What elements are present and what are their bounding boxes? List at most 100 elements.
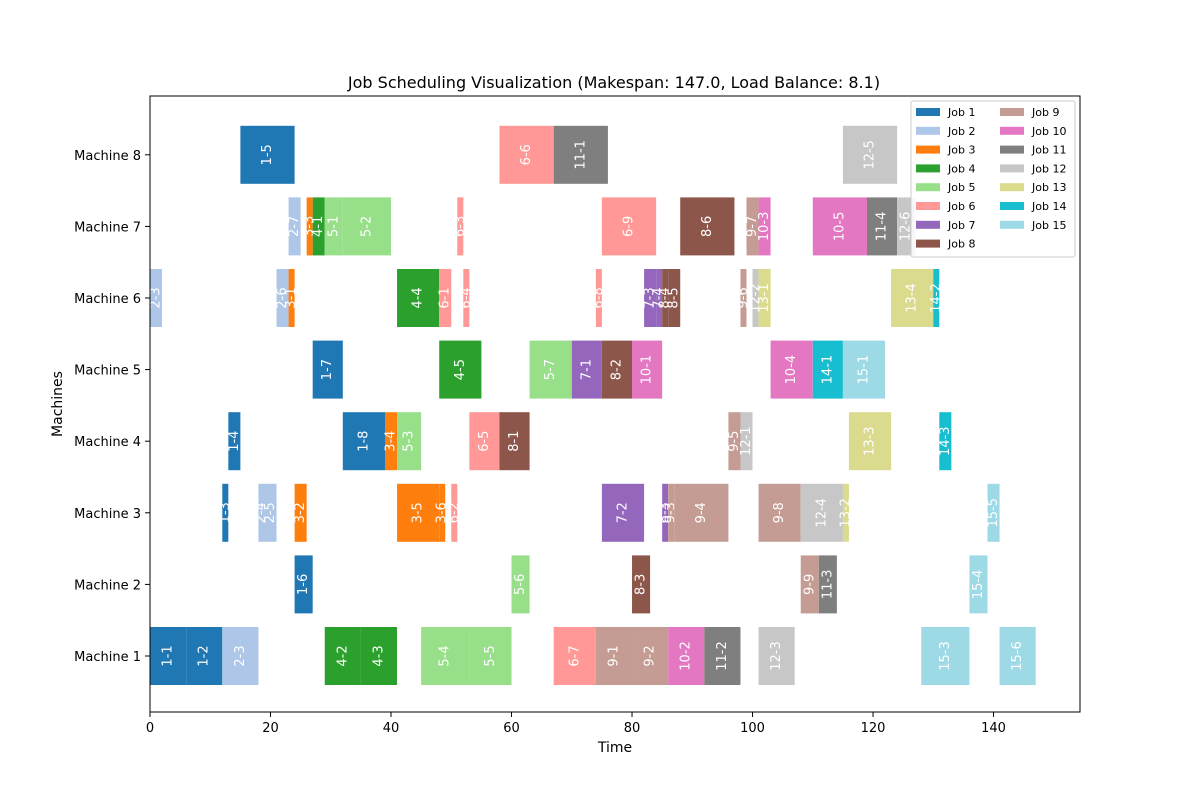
task-bar xyxy=(668,483,675,542)
x-tick-label: 100 xyxy=(740,721,765,736)
legend-entry: Job 4 xyxy=(947,162,975,175)
task-bar xyxy=(800,555,819,614)
task-bar xyxy=(553,125,608,184)
legend-entry: Job 12 xyxy=(1031,162,1066,175)
task-bar xyxy=(632,627,669,685)
legend-swatch xyxy=(1000,164,1024,173)
task-label: 6-2 xyxy=(447,502,462,523)
x-tick-label: 80 xyxy=(624,721,641,736)
legend-swatch xyxy=(916,164,940,173)
task-label: 6-7 xyxy=(567,645,582,666)
x-tick-label: 120 xyxy=(861,721,886,736)
task-bar xyxy=(312,197,325,256)
task-label: 7-3 xyxy=(643,287,658,308)
task-bar xyxy=(529,340,572,399)
task-bar xyxy=(812,340,843,399)
task-bar xyxy=(150,269,163,327)
task-bar xyxy=(499,412,530,471)
task-bar xyxy=(933,269,940,327)
task-label: 5-6 xyxy=(513,574,528,595)
task-bar xyxy=(740,269,747,327)
task-bar xyxy=(186,627,223,685)
legend-box xyxy=(910,100,1076,258)
task-label: 4-5 xyxy=(453,359,468,380)
task-bar xyxy=(553,627,596,685)
task-bars: 1-1 1-2 2-3 4-2 4-3 5-4 5-5 6-7 9-1 9-2 10-2 11-2 12… xyxy=(149,125,1036,685)
task-label: 6-5 xyxy=(477,431,492,452)
task-label: 13-4 xyxy=(905,283,920,313)
task-bar xyxy=(439,483,446,542)
x-tick-label: 140 xyxy=(981,721,1006,736)
task-bar xyxy=(451,483,458,542)
task-label: 6-6 xyxy=(519,144,534,165)
task-bar xyxy=(469,627,512,685)
task-bar xyxy=(939,412,952,471)
task-label: 14-2 xyxy=(929,283,944,313)
task-label: 9-6 xyxy=(736,287,751,308)
task-bar xyxy=(818,555,837,614)
task-bar xyxy=(421,627,470,685)
task-label: 2-3 xyxy=(233,645,248,666)
task-bar xyxy=(240,125,295,184)
task-bar xyxy=(288,197,301,256)
task-label: 14-3 xyxy=(938,426,953,456)
task-bar xyxy=(258,483,265,542)
x-tick-label: 20 xyxy=(262,721,279,736)
legend-entry: Job 11 xyxy=(1031,144,1066,157)
task-label: 5-4 xyxy=(438,645,453,666)
legend-swatch xyxy=(916,239,940,248)
task-bar xyxy=(746,197,759,256)
task-bar xyxy=(601,197,657,256)
task-label: 5-7 xyxy=(543,359,558,380)
task-bar xyxy=(969,555,988,614)
task-bar xyxy=(288,269,295,327)
y-tick-label: Machine 4 xyxy=(74,435,141,450)
task-label: 13-3 xyxy=(863,426,878,456)
task-bar xyxy=(662,483,669,542)
task-label: 14-1 xyxy=(820,355,835,385)
task-bar xyxy=(674,483,729,542)
task-bar xyxy=(222,627,259,685)
task-label: 1-2 xyxy=(197,645,212,666)
task-label: 10-1 xyxy=(640,355,655,385)
task-label: 2-5 xyxy=(263,502,278,523)
task-bar xyxy=(342,412,385,471)
legend-swatch xyxy=(1000,183,1024,192)
task-bar xyxy=(499,125,554,184)
task-bar xyxy=(294,483,307,542)
task-bar xyxy=(999,627,1036,685)
task-label: 7-2 xyxy=(615,502,630,523)
task-bar xyxy=(222,483,229,542)
legend-swatch xyxy=(1000,126,1024,135)
task-bar xyxy=(921,627,970,685)
task-bar xyxy=(306,197,313,256)
task-bar xyxy=(770,340,813,399)
task-label: 1-8 xyxy=(356,431,371,452)
legend-swatch xyxy=(1000,220,1024,229)
task-label: 12-6 xyxy=(899,212,914,242)
task-bar xyxy=(228,412,241,471)
task-bar xyxy=(150,627,187,685)
task-bar xyxy=(987,483,1000,542)
task-label: 1-6 xyxy=(296,574,311,595)
x-tick-label: 0 xyxy=(146,721,154,736)
task-label: 10-3 xyxy=(757,212,772,242)
legend-entry: Job 13 xyxy=(1031,181,1066,194)
task-label: 9-9 xyxy=(802,574,817,595)
task-bar xyxy=(294,555,313,614)
legend-swatch xyxy=(916,126,940,135)
task-label: 12-4 xyxy=(814,498,829,528)
task-label: 2-6 xyxy=(275,287,290,308)
legend-entry: Job 5 xyxy=(947,181,975,194)
task-bar xyxy=(601,340,633,399)
task-bar xyxy=(457,197,464,256)
legend-swatch xyxy=(1000,108,1024,116)
task-label: 12-3 xyxy=(769,641,784,671)
task-bar xyxy=(324,627,361,685)
legend: Job 1 Job 2 Job 3 Job 4 Job 5 Job 6 Job 7 Job 8… xyxy=(910,100,1076,258)
y-tick-label: Machine 2 xyxy=(74,578,141,593)
task-bar xyxy=(668,627,705,685)
task-bar xyxy=(758,197,771,256)
task-bar xyxy=(668,269,681,327)
